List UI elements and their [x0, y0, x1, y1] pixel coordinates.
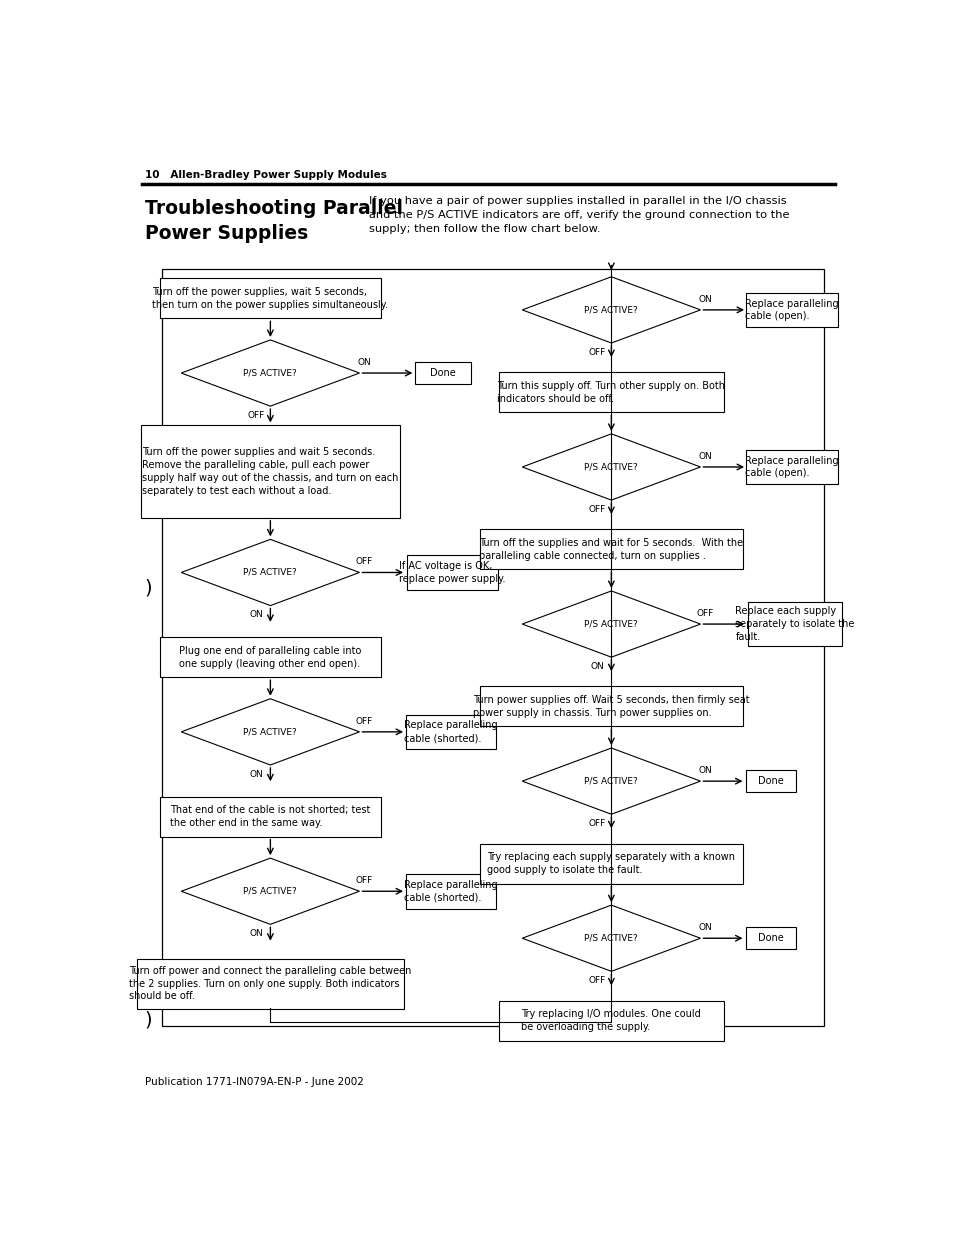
- Text: P/S ACTIVE?: P/S ACTIVE?: [584, 462, 638, 472]
- Polygon shape: [521, 433, 700, 500]
- Text: OFF: OFF: [588, 976, 605, 986]
- Bar: [745, 450, 837, 484]
- Text: Turn this supply off. Turn other supply on. Both
indicators should be off.: Turn this supply off. Turn other supply …: [497, 380, 724, 404]
- Text: OFF: OFF: [355, 876, 373, 885]
- Text: P/S ACTIVE?: P/S ACTIVE?: [584, 620, 638, 629]
- Text: OFF: OFF: [696, 609, 713, 618]
- Text: ON: ON: [250, 769, 263, 779]
- Text: Replace paralleling
cable (shorted).: Replace paralleling cable (shorted).: [404, 879, 497, 903]
- Bar: [745, 293, 837, 327]
- Polygon shape: [521, 592, 700, 657]
- Bar: [140, 425, 399, 517]
- Bar: [162, 269, 823, 1026]
- Text: ON: ON: [590, 662, 603, 671]
- Text: Turn power supplies off. Wait 5 seconds, then firmly seat
power supply in chassi: Turn power supplies off. Wait 5 seconds,…: [473, 695, 749, 718]
- Bar: [160, 278, 380, 319]
- Text: P/S ACTIVE?: P/S ACTIVE?: [584, 777, 638, 785]
- Bar: [498, 1000, 723, 1041]
- Bar: [415, 362, 471, 384]
- Text: ON: ON: [250, 610, 263, 619]
- Text: Try replacing each supply separately with a known
good supply to isolate the fau: Try replacing each supply separately wit…: [487, 852, 735, 874]
- Text: P/S ACTIVE?: P/S ACTIVE?: [243, 887, 297, 895]
- Bar: [498, 372, 723, 412]
- Bar: [747, 601, 841, 646]
- Text: OFF: OFF: [355, 716, 373, 726]
- Polygon shape: [181, 540, 359, 605]
- Text: Replace paralleling
cable (shorted).: Replace paralleling cable (shorted).: [404, 720, 497, 743]
- Bar: [479, 844, 742, 883]
- Text: Publication 1771-IN079A-EN-P - June 2002: Publication 1771-IN079A-EN-P - June 2002: [145, 1077, 363, 1087]
- Polygon shape: [521, 748, 700, 814]
- Bar: [406, 874, 495, 909]
- Text: ON: ON: [698, 766, 711, 774]
- Text: Turn off the supplies and wait for 5 seconds.  With the
paralleling cable connec: Turn off the supplies and wait for 5 sec…: [478, 538, 742, 561]
- Bar: [136, 958, 404, 1009]
- Text: 10   Allen-Bradley Power Supply Modules: 10 Allen-Bradley Power Supply Modules: [145, 170, 386, 180]
- Text: OFF: OFF: [588, 819, 605, 827]
- Text: If AC voltage is OK,
replace power supply.: If AC voltage is OK, replace power suppl…: [399, 561, 505, 584]
- Text: P/S ACTIVE?: P/S ACTIVE?: [584, 305, 638, 315]
- Text: ON: ON: [250, 929, 263, 939]
- Text: P/S ACTIVE?: P/S ACTIVE?: [243, 368, 297, 378]
- Text: Done: Done: [430, 368, 456, 378]
- Bar: [406, 715, 495, 750]
- Bar: [160, 637, 380, 677]
- Text: P/S ACTIVE?: P/S ACTIVE?: [243, 727, 297, 736]
- Bar: [160, 797, 380, 836]
- Text: Replace each supply
separately to isolate the
fault.: Replace each supply separately to isolat…: [735, 606, 854, 642]
- Text: ON: ON: [698, 295, 711, 304]
- Text: Try replacing I/O modules. One could
be overloading the supply.: Try replacing I/O modules. One could be …: [521, 1009, 700, 1032]
- Text: Turn off the power supplies, wait 5 seconds,
then turn on the power supplies sim: Turn off the power supplies, wait 5 seco…: [152, 287, 388, 310]
- Text: ON: ON: [698, 452, 711, 461]
- Text: OFF: OFF: [588, 348, 605, 357]
- Text: Done: Done: [758, 934, 783, 944]
- Polygon shape: [521, 277, 700, 343]
- Text: OFF: OFF: [355, 557, 373, 566]
- Bar: [479, 687, 742, 726]
- Text: Turn off the power supplies and wait 5 seconds.
Remove the paralleling cable, pu: Turn off the power supplies and wait 5 s…: [142, 447, 398, 495]
- Text: OFF: OFF: [248, 411, 265, 420]
- Text: Done: Done: [758, 776, 783, 787]
- Text: Replace paralleling
cable (open).: Replace paralleling cable (open).: [744, 299, 838, 321]
- Bar: [745, 927, 796, 948]
- Text: If you have a pair of power supplies installed in parallel in the I/O chassis
an: If you have a pair of power supplies ins…: [369, 196, 788, 235]
- Text: Replace paralleling
cable (open).: Replace paralleling cable (open).: [744, 456, 838, 478]
- Polygon shape: [181, 340, 359, 406]
- Text: Turn off power and connect the paralleling cable between
the 2 supplies. Turn on: Turn off power and connect the paralleli…: [129, 966, 411, 1002]
- Text: ): ): [145, 1010, 152, 1029]
- Text: P/S ACTIVE?: P/S ACTIVE?: [243, 568, 297, 577]
- Text: Plug one end of paralleling cable into
one supply (leaving other end open).: Plug one end of paralleling cable into o…: [179, 646, 361, 668]
- Text: That end of the cable is not shorted; test
the other end in the same way.: That end of the cable is not shorted; te…: [170, 805, 370, 827]
- Text: P/S ACTIVE?: P/S ACTIVE?: [584, 934, 638, 942]
- Bar: [479, 530, 742, 569]
- Polygon shape: [521, 905, 700, 972]
- Text: OFF: OFF: [588, 505, 605, 514]
- Text: ): ): [145, 578, 152, 598]
- Polygon shape: [181, 699, 359, 764]
- Bar: [406, 556, 497, 590]
- Text: Troubleshooting Parallel
Power Supplies: Troubleshooting Parallel Power Supplies: [145, 199, 402, 243]
- Text: ON: ON: [357, 358, 371, 367]
- Text: ON: ON: [698, 923, 711, 932]
- Polygon shape: [181, 858, 359, 924]
- Bar: [745, 771, 796, 792]
